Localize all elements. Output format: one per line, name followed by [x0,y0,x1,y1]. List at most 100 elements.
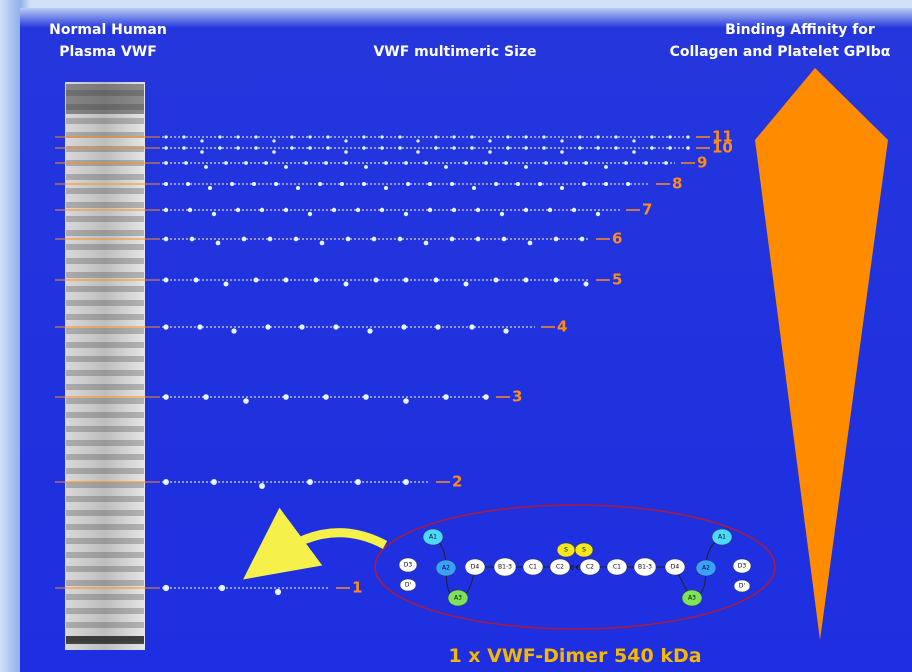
chain-domain [314,278,319,283]
multimer-number: 9 [697,154,707,172]
gel-band [66,328,144,334]
gel-band [66,482,144,488]
chain-domain [668,146,672,150]
panel [20,8,912,672]
chain-domain [372,237,377,242]
chain-domain [244,161,248,165]
chain-domain [190,237,195,242]
chain-domain [364,165,368,169]
domain-label: D4 [471,564,480,571]
chain-domain [254,135,257,138]
domain-label: C1 [529,564,537,571]
chain-domain [516,182,520,186]
chain-domain [211,479,217,485]
chain-domain [344,139,347,142]
gel-band [66,174,144,180]
chain-domain [259,483,265,489]
chain-domain [404,212,408,216]
multimer-number: 2 [452,473,462,491]
chain-domain [434,278,439,283]
gel-band [66,216,144,222]
chain-domain [524,278,529,283]
chain-domain [355,479,361,485]
chain-domain [686,135,689,138]
domain-label: S [564,547,568,554]
chain-domain [404,278,409,283]
gel-band [66,286,144,292]
chain-domain [164,237,169,242]
chain-domain [294,237,299,242]
domain-label: B1-3 [498,564,512,571]
gel-band [66,524,144,530]
chain-domain [236,146,240,150]
chain-domain [356,208,360,212]
chain-domain [564,161,568,165]
chain-domain [650,135,653,138]
gel-band [66,244,144,250]
chain-domain [632,150,636,154]
chain-domain [284,208,288,212]
chain-domain [488,139,491,142]
chain-domain [308,135,311,138]
gel-band [66,146,144,152]
chain-domain [380,135,383,138]
chain-domain [308,212,312,216]
chain-domain [163,585,169,591]
chain-domain [252,182,256,186]
chain-domain [528,241,533,246]
multimer-number: 6 [612,230,622,248]
chain-domain [236,208,240,212]
chain-domain [428,208,432,212]
gel-label: Plasma VWF [59,44,157,60]
gel-band [66,118,144,124]
chain-domain [416,139,419,142]
chain-domain [435,324,440,329]
chain-domain [560,139,563,142]
gel-band [66,412,144,418]
chain-domain [524,165,528,169]
chain-domain [340,182,344,186]
affinity-label: Collagen and Platelet GPIbα [670,44,891,60]
chain-domain [344,282,349,287]
chain-domain [164,208,168,212]
chain-domain [572,208,576,212]
chain-domain [200,139,203,142]
chain-domain [644,161,648,165]
chain-domain [284,278,289,283]
chain-domain [472,186,476,190]
chain-domain [502,237,507,242]
chain-domain [272,150,276,154]
chain-domain [324,161,328,165]
domain-label: C C [570,565,580,572]
chain-domain [596,135,599,138]
gel-band [66,342,144,348]
chain-domain [560,186,564,190]
chain-domain [299,324,304,329]
gel-band [66,356,144,362]
chain-domain [604,165,608,169]
chain-domain [218,146,222,150]
chain-domain [416,150,420,154]
chain-domain [484,161,488,165]
chain-domain [333,324,338,329]
chain-domain [362,135,365,138]
chain-domain [401,324,406,329]
chain-domain [686,146,690,150]
chain-domain [488,150,492,154]
chain-domain [363,394,369,400]
multimer-number: 8 [672,175,682,193]
chain-domain [200,150,204,154]
chain-domain [452,146,456,150]
gel-band [66,468,144,474]
chain-domain [452,135,455,138]
chain-domain [476,237,481,242]
chain-domain [230,182,234,186]
chain-domain [404,161,408,165]
chain-domain [323,394,329,400]
size-label: VWF multimeric Size [373,44,536,60]
gel-band [66,510,144,516]
chain-domain [254,146,258,150]
chain-domain [163,394,169,400]
chain-domain [290,146,294,150]
chain-domain [284,165,288,169]
